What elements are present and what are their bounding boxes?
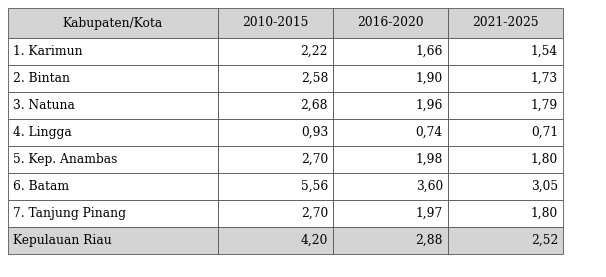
Text: 1. Karimun: 1. Karimun [13, 45, 82, 58]
Text: 2021-2025: 2021-2025 [472, 17, 539, 29]
Bar [8, 200, 218, 227]
Bar [333, 38, 448, 65]
Bar [448, 38, 563, 65]
Bar [333, 119, 448, 146]
Bar [333, 8, 448, 38]
Text: 2,22: 2,22 [301, 45, 328, 58]
Text: 1,80: 1,80 [531, 207, 558, 220]
Text: 1,97: 1,97 [416, 207, 443, 220]
Bar [333, 146, 448, 173]
Bar [448, 92, 563, 119]
Bar [333, 65, 448, 92]
Text: 0,93: 0,93 [301, 126, 328, 139]
Text: 1,96: 1,96 [416, 99, 443, 112]
Bar [218, 173, 333, 200]
Text: 1,80: 1,80 [531, 153, 558, 166]
Bar [8, 92, 218, 119]
Text: 2016-2020: 2016-2020 [357, 17, 424, 29]
Bar [448, 227, 563, 254]
Bar [448, 173, 563, 200]
Bar [218, 8, 333, 38]
Text: 4. Lingga: 4. Lingga [13, 126, 72, 139]
Text: 3,05: 3,05 [531, 180, 558, 193]
Text: 6. Batam: 6. Batam [13, 180, 69, 193]
Text: 2010-2015: 2010-2015 [242, 17, 308, 29]
Text: 2,52: 2,52 [531, 234, 558, 247]
Bar [333, 173, 448, 200]
Text: 1,79: 1,79 [531, 99, 558, 112]
Bar [218, 65, 333, 92]
Text: 4,20: 4,20 [301, 234, 328, 247]
Text: 2,70: 2,70 [301, 153, 328, 166]
Bar [8, 119, 218, 146]
Text: 2,88: 2,88 [416, 234, 443, 247]
Bar [448, 119, 563, 146]
Bar [218, 38, 333, 65]
Text: 1,66: 1,66 [416, 45, 443, 58]
Text: 2,70: 2,70 [301, 207, 328, 220]
Text: Kepulauan Riau: Kepulauan Riau [13, 234, 112, 247]
Text: 1,54: 1,54 [531, 45, 558, 58]
Text: 3,60: 3,60 [416, 180, 443, 193]
Bar [218, 146, 333, 173]
Bar [8, 8, 218, 38]
Text: 7. Tanjung Pinang: 7. Tanjung Pinang [13, 207, 126, 220]
Bar [218, 200, 333, 227]
Text: 5,56: 5,56 [301, 180, 328, 193]
Bar [218, 92, 333, 119]
Bar [218, 227, 333, 254]
Text: 0,74: 0,74 [416, 126, 443, 139]
Text: 1,98: 1,98 [416, 153, 443, 166]
Bar [448, 65, 563, 92]
Text: 5. Kep. Anambas: 5. Kep. Anambas [13, 153, 118, 166]
Text: 2,58: 2,58 [301, 72, 328, 85]
Bar [333, 92, 448, 119]
Text: 2,68: 2,68 [301, 99, 328, 112]
Text: 1,90: 1,90 [416, 72, 443, 85]
Text: 2. Bintan: 2. Bintan [13, 72, 70, 85]
Bar [333, 227, 448, 254]
Text: 0,71: 0,71 [531, 126, 558, 139]
Text: 1,73: 1,73 [531, 72, 558, 85]
Bar [8, 173, 218, 200]
Text: Kabupaten/Kota: Kabupaten/Kota [63, 17, 163, 29]
Bar [448, 8, 563, 38]
Bar [218, 119, 333, 146]
Bar [8, 65, 218, 92]
Text: 3. Natuna: 3. Natuna [13, 99, 75, 112]
Bar [8, 227, 218, 254]
Bar [8, 38, 218, 65]
Bar [448, 200, 563, 227]
Bar [8, 146, 218, 173]
Bar [448, 146, 563, 173]
Bar [333, 200, 448, 227]
